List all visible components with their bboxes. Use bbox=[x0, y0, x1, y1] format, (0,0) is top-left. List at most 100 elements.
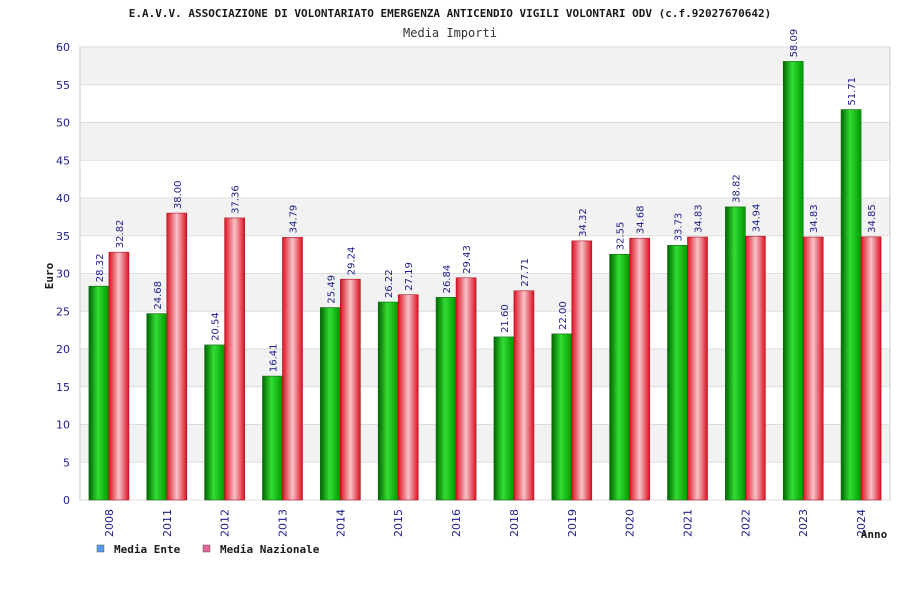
data-labels: 28.32 32.82 24.68 38.00 20.54 37.36 16.41 34.79… bbox=[95, 29, 878, 372]
bar-media-nazionale-2008 bbox=[108, 251, 130, 501]
x-tick-label-2021: 2021 bbox=[682, 509, 695, 537]
data-label-media-nazionale-2016: 29.43 bbox=[462, 245, 473, 274]
x-tick-label-2019: 2019 bbox=[566, 509, 579, 537]
y-tick-label: 45 bbox=[56, 154, 70, 167]
plot-band bbox=[80, 424, 890, 463]
data-label-media-nazionale-2015: 27.19 bbox=[404, 262, 415, 291]
plot-band bbox=[80, 273, 890, 312]
bar-media-nazionale-2022 bbox=[745, 235, 766, 501]
data-label-media-nazionale-2008: 32.82 bbox=[115, 220, 126, 249]
data-label-media-ente-2014: 25.49 bbox=[326, 275, 337, 304]
data-label-media-nazionale-2019: 34.32 bbox=[578, 208, 589, 237]
bar-media-ente-2011 bbox=[146, 313, 168, 501]
x-tick-label-2015: 2015 bbox=[392, 509, 405, 537]
bar-media-nazionale-2013 bbox=[282, 237, 303, 501]
legend-swatch-media-nazionale bbox=[202, 544, 211, 553]
plot-band bbox=[80, 160, 890, 198]
x-tick-label-2023: 2023 bbox=[797, 509, 810, 537]
bar-media-nazionale-2021 bbox=[687, 236, 708, 501]
data-label-media-nazionale-2014: 29.24 bbox=[346, 247, 357, 276]
bar-media-ente-2023 bbox=[782, 61, 804, 501]
bar-media-nazionale-2014 bbox=[340, 278, 361, 501]
legend: Media Ente Media Nazionale bbox=[96, 543, 320, 556]
plot-band bbox=[80, 198, 890, 236]
plot-band bbox=[80, 349, 890, 387]
data-label-media-ente-2015: 26.22 bbox=[384, 269, 395, 298]
data-label-media-nazionale-2013: 34.79 bbox=[289, 205, 300, 234]
y-tick-label: 35 bbox=[56, 230, 70, 243]
data-label-media-ente-2018: 21.60 bbox=[500, 304, 511, 333]
chart-subtitle: Media Importi bbox=[403, 26, 497, 40]
chart-title: E.A.V.V. ASSOCIAZIONE DI VOLONTARIATO EM… bbox=[129, 7, 771, 20]
bar-media-ente-2018 bbox=[493, 336, 515, 501]
bar-media-nazionale-2019 bbox=[571, 240, 593, 501]
legend-swatch-media-ente bbox=[96, 544, 105, 553]
legend-label-media-ente: Media Ente bbox=[114, 543, 181, 556]
y-tick-label: 50 bbox=[56, 117, 70, 130]
data-label-media-ente-2020: 32.55 bbox=[616, 222, 627, 251]
x-tick-label-2018: 2018 bbox=[508, 509, 521, 537]
data-label-media-ente-2022: 38.82 bbox=[731, 174, 742, 203]
x-tick-label-2016: 2016 bbox=[450, 509, 463, 537]
data-label-media-ente-2024: 51.71 bbox=[847, 77, 858, 106]
data-label-media-ente-2019: 22.00 bbox=[558, 301, 569, 330]
bar-media-ente-2024 bbox=[840, 109, 862, 501]
plot-band bbox=[80, 84, 890, 123]
data-label-media-nazionale-2022: 34.94 bbox=[751, 204, 762, 233]
bar-media-nazionale-2024 bbox=[860, 236, 882, 501]
bar-media-ente-2021 bbox=[667, 245, 688, 501]
x-tick-label-2014: 2014 bbox=[334, 509, 347, 537]
y-axis-label: Euro bbox=[43, 262, 56, 289]
data-label-media-nazionale-2018: 27.71 bbox=[520, 258, 531, 287]
y-tick-label: 55 bbox=[56, 79, 70, 92]
data-label-media-ente-2023: 58.09 bbox=[789, 29, 800, 58]
bar-media-ente-2016 bbox=[435, 297, 457, 501]
plot-band bbox=[80, 122, 890, 161]
y-tick-label: 0 bbox=[63, 494, 70, 507]
plot-band bbox=[80, 311, 890, 349]
plot-band bbox=[80, 462, 890, 500]
y-tick-label: 10 bbox=[56, 419, 70, 432]
bar-media-nazionale-2015 bbox=[397, 294, 419, 501]
bar-media-nazionale-2012 bbox=[224, 217, 245, 501]
bar-media-nazionale-2011 bbox=[166, 212, 188, 501]
data-label-media-ente-2012: 20.54 bbox=[211, 312, 222, 341]
legend-label-media-nazionale: Media Nazionale bbox=[220, 543, 320, 556]
bar-media-ente-2013 bbox=[262, 375, 283, 501]
x-tick-label-2012: 2012 bbox=[219, 509, 232, 537]
bars bbox=[88, 61, 882, 501]
y-tick-label: 30 bbox=[56, 268, 70, 281]
x-tick-label-2013: 2013 bbox=[277, 509, 290, 537]
data-label-media-nazionale-2020: 34.68 bbox=[636, 206, 647, 235]
bar-media-ente-2012 bbox=[204, 344, 225, 501]
bar-media-ente-2014 bbox=[320, 307, 341, 501]
x-tick-label-2011: 2011 bbox=[161, 509, 174, 537]
data-label-media-ente-2021: 33.73 bbox=[674, 213, 685, 242]
y-tick-label: 5 bbox=[63, 456, 70, 469]
y-tick-label: 40 bbox=[56, 192, 70, 205]
bar-media-ente-2015 bbox=[377, 301, 399, 501]
bar-media-nazionale-2023 bbox=[802, 236, 824, 501]
bar-media-ente-2008 bbox=[88, 285, 110, 501]
x-axis-label: Anno bbox=[861, 528, 888, 541]
data-label-media-ente-2008: 28.32 bbox=[95, 254, 106, 283]
bar-media-nazionale-2020 bbox=[629, 237, 650, 501]
x-axis-ticks: 2008 2011 2012 2013 2014 2015 2016 2018 2019 2020… bbox=[103, 509, 868, 537]
data-label-media-nazionale-2011: 38.00 bbox=[173, 180, 184, 209]
data-label-media-nazionale-2012: 37.36 bbox=[231, 185, 242, 214]
x-tick-label-2024: 2024 bbox=[855, 509, 868, 537]
plot-band bbox=[80, 386, 890, 425]
y-tick-label: 20 bbox=[56, 343, 70, 356]
data-label-media-nazionale-2021: 34.83 bbox=[694, 204, 705, 233]
plot-band bbox=[80, 235, 890, 274]
bar-media-nazionale-2016 bbox=[455, 277, 477, 501]
y-axis-ticks: 0 5 10 15 20 25 30 35 40 45 50 55 60 bbox=[56, 41, 70, 507]
data-label-media-nazionale-2024: 34.85 bbox=[867, 204, 878, 233]
bar-media-nazionale-2018 bbox=[513, 290, 535, 501]
bar-media-ente-2022 bbox=[725, 206, 746, 501]
data-label-media-ente-2013: 16.41 bbox=[269, 343, 280, 372]
y-tick-label: 60 bbox=[56, 41, 70, 54]
y-tick-label: 25 bbox=[56, 305, 70, 318]
x-tick-label-2020: 2020 bbox=[624, 509, 637, 537]
